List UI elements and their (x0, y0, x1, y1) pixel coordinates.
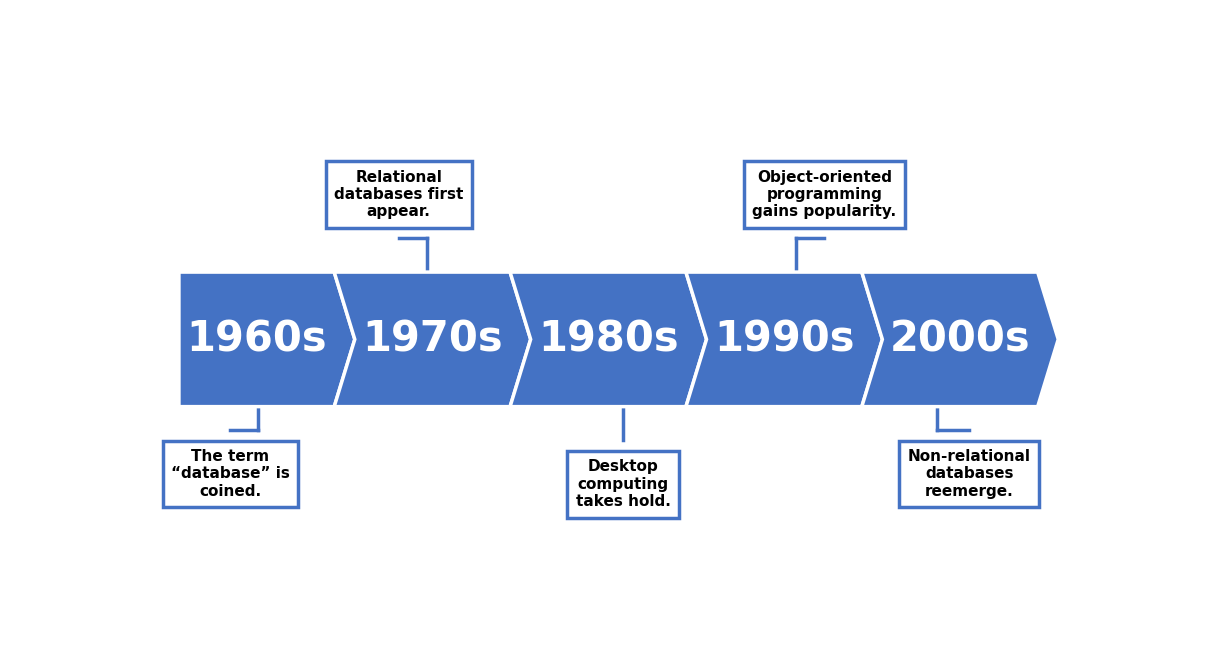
Text: 1990s: 1990s (713, 319, 855, 360)
Text: Object-oriented
programming
gains popularity.: Object-oriented programming gains popula… (752, 169, 897, 219)
Polygon shape (862, 272, 1059, 407)
Polygon shape (179, 272, 355, 407)
Polygon shape (334, 272, 531, 407)
Text: Relational
databases first
appear.: Relational databases first appear. (334, 169, 463, 219)
Text: The term
“database” is
coined.: The term “database” is coined. (171, 449, 290, 499)
Text: 1980s: 1980s (538, 319, 678, 360)
Text: Desktop
computing
takes hold.: Desktop computing takes hold. (576, 460, 671, 509)
Text: Non-relational
databases
reemerge.: Non-relational databases reemerge. (908, 449, 1031, 499)
Text: 1970s: 1970s (362, 319, 503, 360)
Polygon shape (686, 272, 882, 407)
Text: 2000s: 2000s (890, 319, 1031, 360)
Polygon shape (511, 272, 706, 407)
Text: 1960s: 1960s (186, 319, 327, 360)
